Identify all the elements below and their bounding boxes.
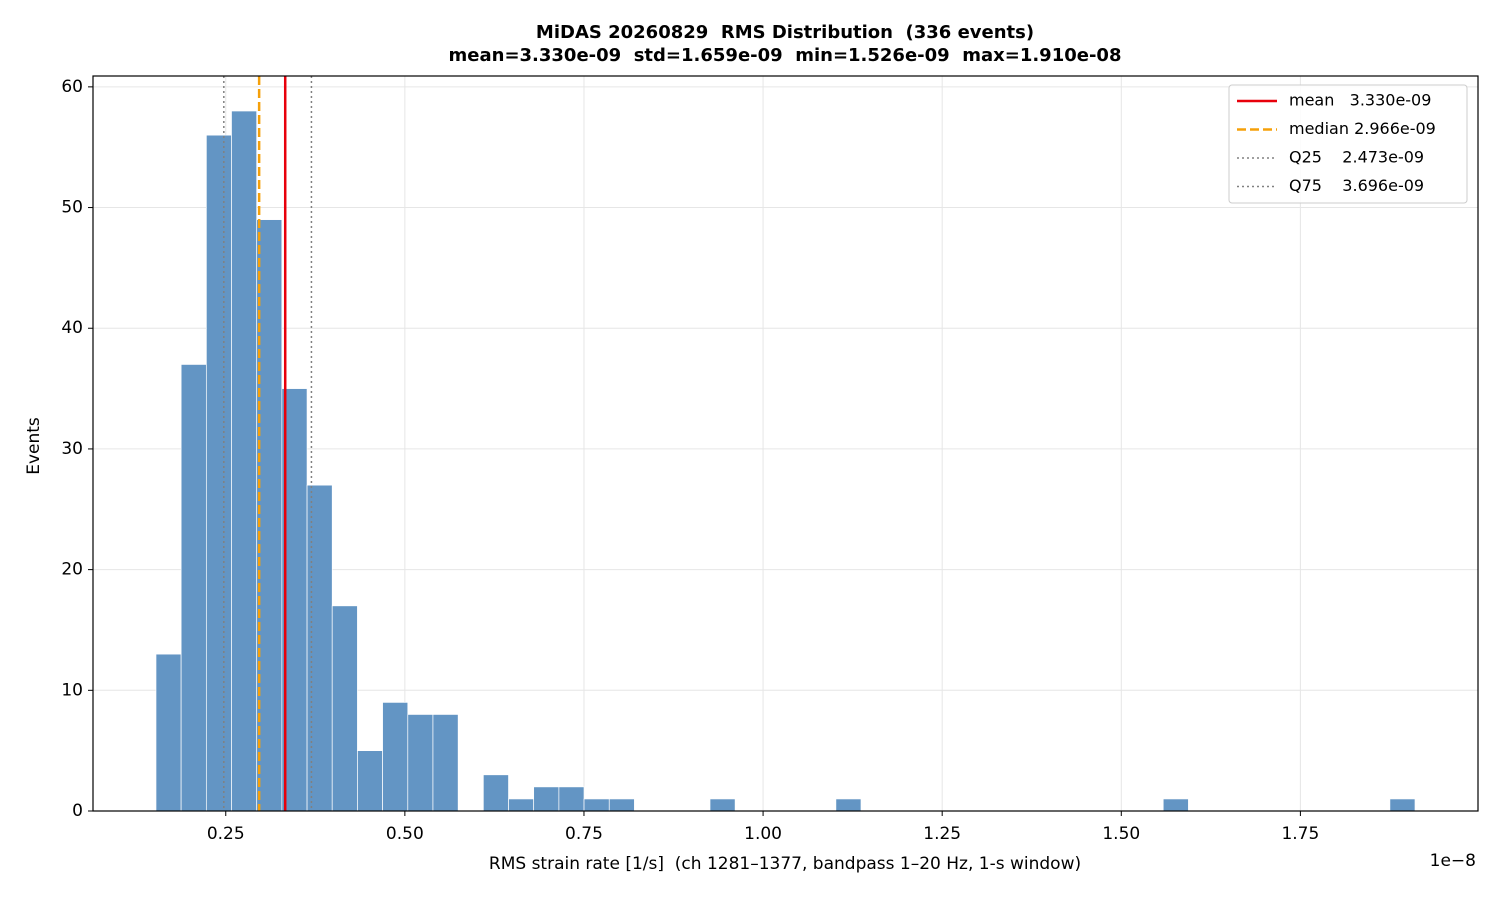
plot-frame — [92, 75, 1479, 812]
bar — [1389, 798, 1416, 812]
bar — [155, 653, 182, 812]
chart-subtitle: mean=3.330e-09 std=1.659e-09 min=1.526e-… — [449, 45, 1122, 66]
bar — [482, 774, 509, 812]
x-axis-label: RMS strain rate [1/s] (ch 1281–1377, ban… — [489, 854, 1081, 874]
legend-box — [1228, 84, 1468, 204]
x-tick-label: 0.75 — [565, 824, 603, 844]
bar — [357, 750, 383, 812]
x-tick-label: 1.25 — [923, 824, 961, 844]
y-axis-label: Events — [24, 417, 44, 475]
x-tick-label: 1.50 — [1102, 824, 1140, 844]
bar — [407, 714, 434, 812]
bar — [558, 786, 585, 812]
legend-label: mean 3.330e-09 — [1289, 91, 1431, 110]
y-tick-label: 50 — [61, 198, 83, 218]
y-tick-label: 20 — [61, 560, 83, 580]
bar — [508, 798, 535, 812]
x-tick-label: 1.00 — [744, 824, 782, 844]
y-tick-label: 30 — [61, 439, 83, 459]
bar — [256, 219, 283, 812]
bar — [205, 134, 232, 812]
bar — [432, 714, 459, 812]
bar — [583, 798, 610, 812]
x-offset-label: 1e−8 — [1430, 851, 1476, 871]
bar — [835, 798, 862, 812]
x-tick-label: 0.25 — [207, 824, 245, 844]
y-tick-label: 60 — [61, 77, 83, 97]
chart-title: MiDAS 20260829 RMS Distribution (336 eve… — [536, 22, 1034, 43]
y-tick-label: 10 — [61, 680, 83, 700]
bar — [382, 702, 409, 812]
legend-label: Q25 2.473e-09 — [1289, 148, 1424, 167]
bar — [331, 605, 358, 812]
legend-label: Q75 3.696e-09 — [1289, 176, 1424, 195]
bar — [1162, 798, 1189, 812]
bar — [231, 110, 258, 812]
bar — [180, 364, 207, 812]
bar — [608, 798, 635, 812]
x-tick-label: 1.75 — [1281, 824, 1319, 844]
y-tick-label: 40 — [61, 318, 83, 338]
bar — [533, 786, 560, 812]
bar — [709, 798, 736, 812]
x-tick-label: 0.50 — [386, 824, 424, 844]
legend: mean 3.330e-09 median 2.966e-09 Q25 2.473e… — [1228, 84, 1468, 204]
y-tick-label: 0 — [72, 801, 83, 821]
legend-label: median 2.966e-09 — [1289, 119, 1436, 138]
